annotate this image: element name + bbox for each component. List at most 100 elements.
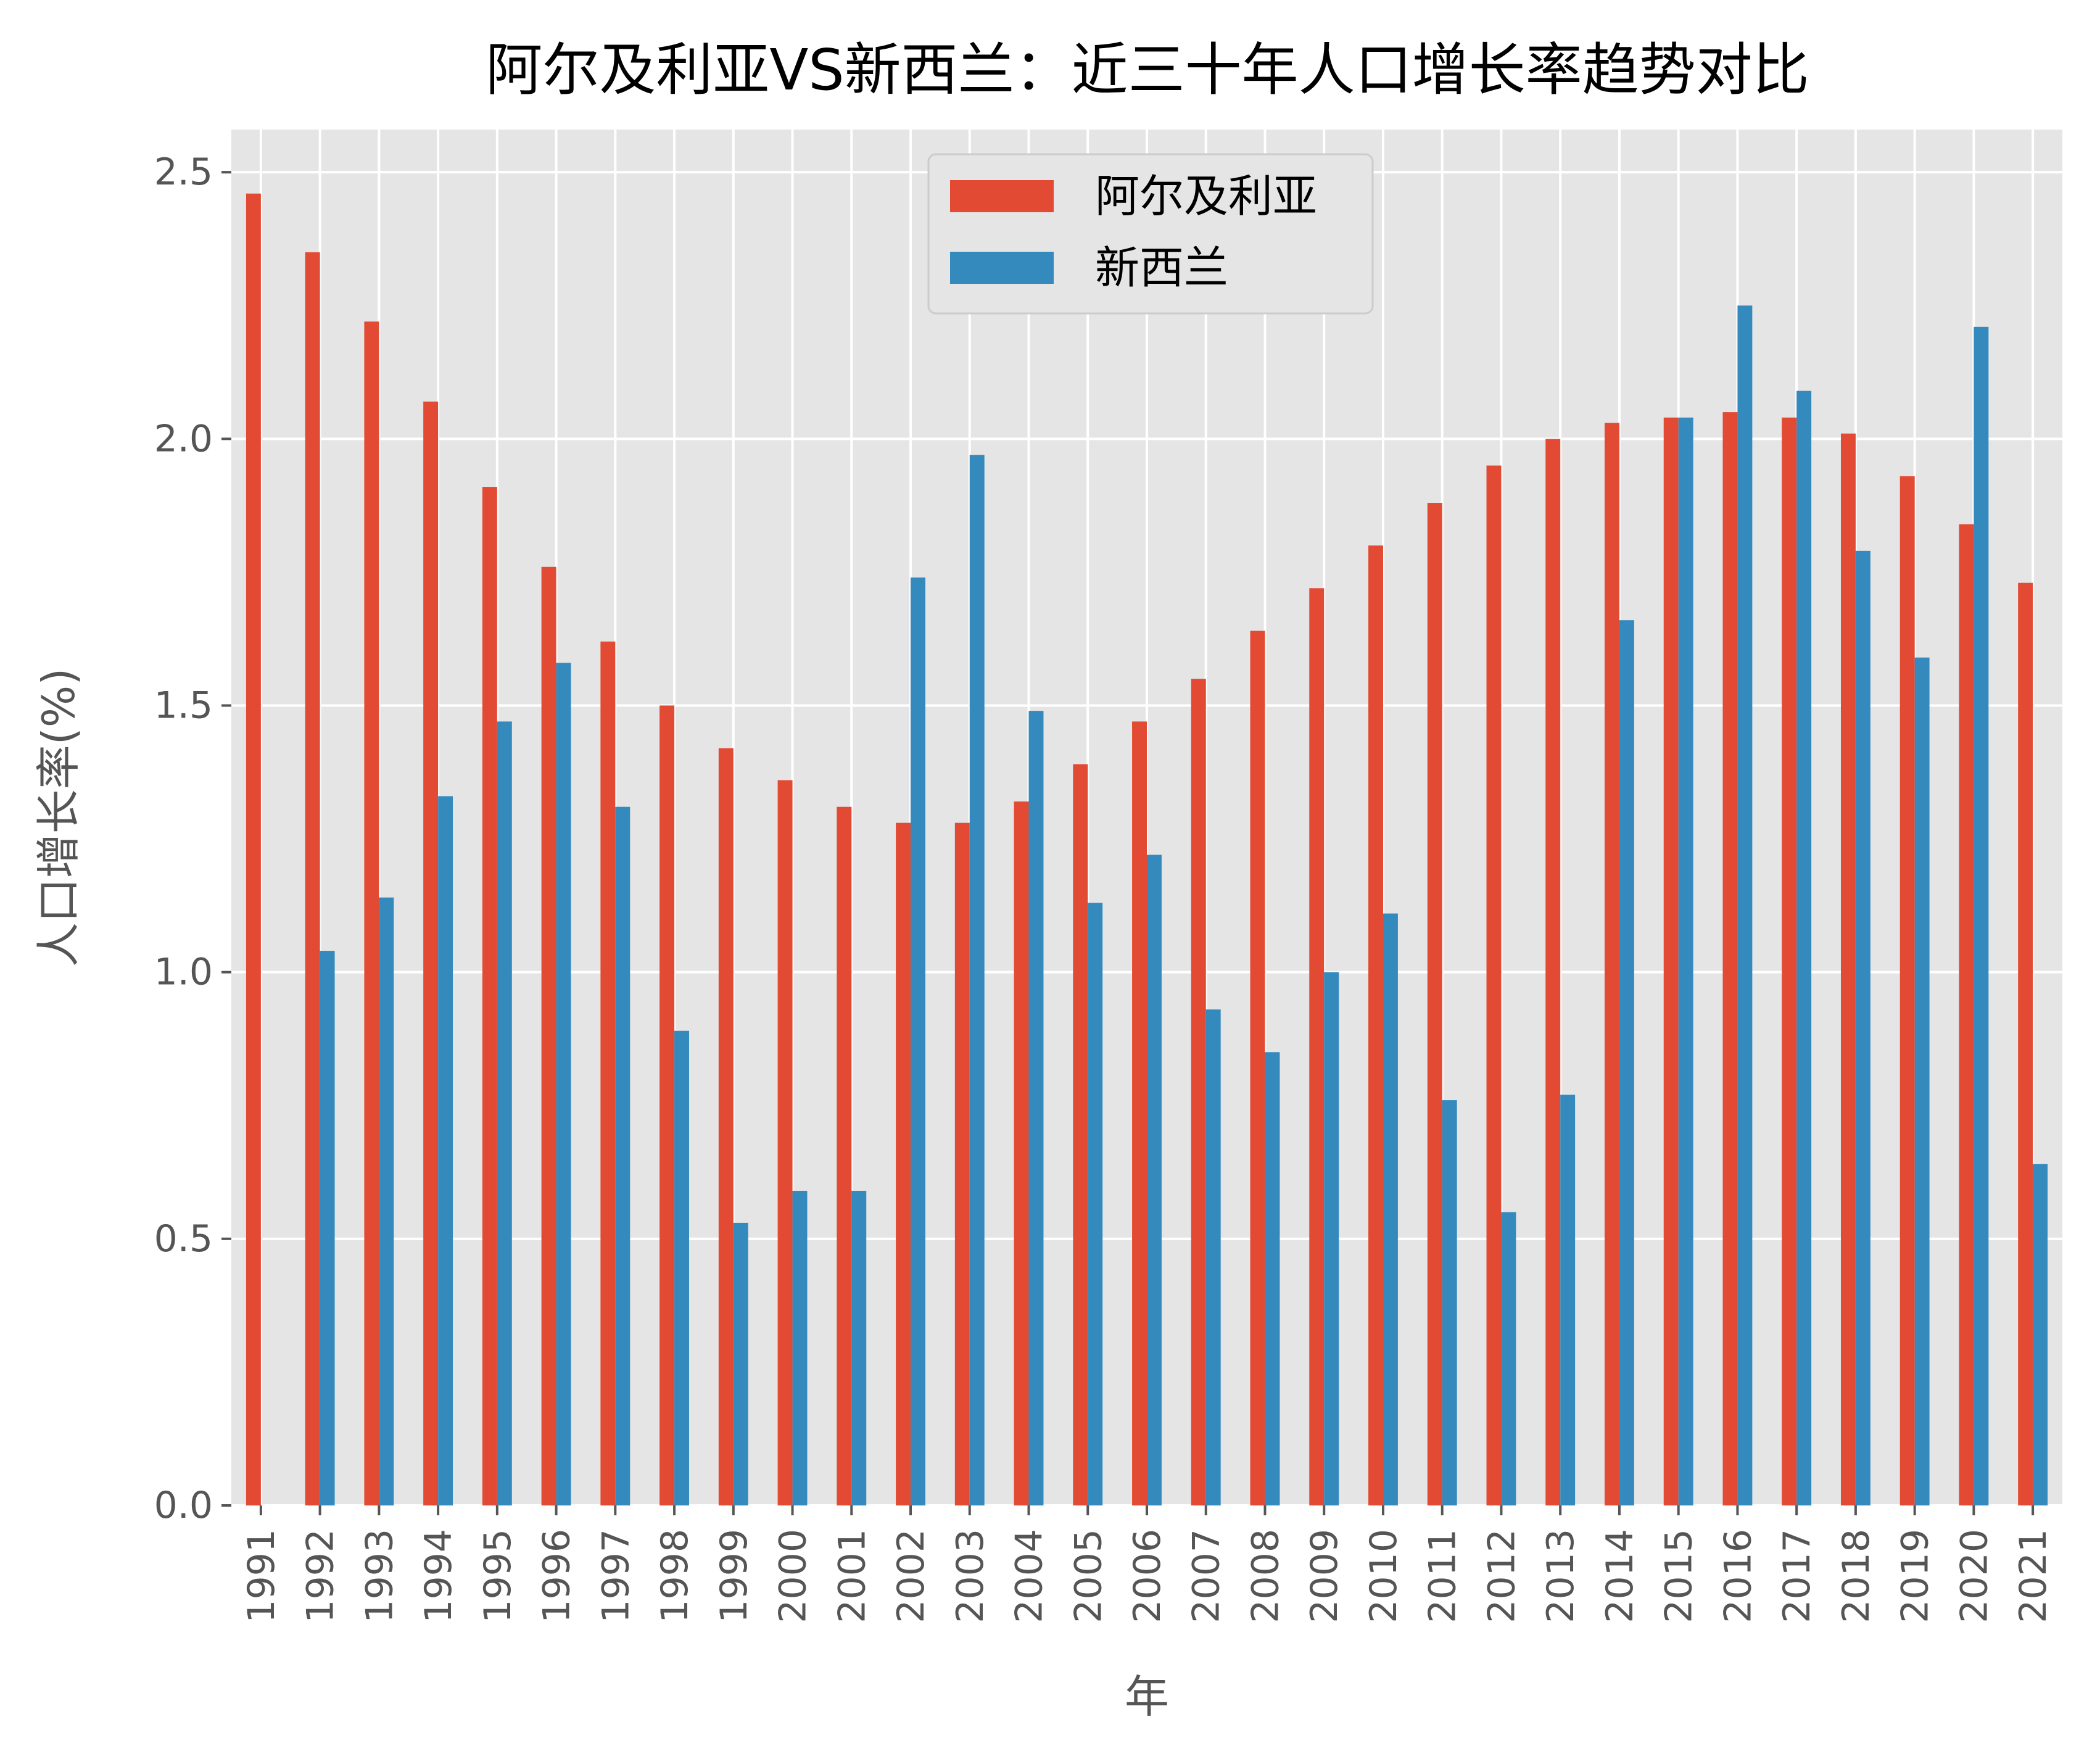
bar-algeria	[1782, 417, 1797, 1506]
bar-new-zealand	[969, 455, 985, 1505]
x-tick-label: 2008	[1244, 1529, 1287, 1623]
legend-label-new-zealand: 新西兰	[1095, 242, 1228, 294]
bar-algeria	[482, 487, 497, 1505]
bar-new-zealand	[792, 1191, 808, 1505]
bar-new-zealand	[1619, 620, 1634, 1505]
bar-algeria	[1486, 465, 1502, 1505]
y-axis-label: 人口增长率(%)	[33, 668, 85, 967]
x-tick-label: 1995	[476, 1529, 519, 1623]
bar-algeria	[718, 748, 734, 1505]
bar-new-zealand	[1028, 711, 1044, 1505]
bar-algeria	[1605, 423, 1619, 1505]
bar-algeria	[2018, 582, 2033, 1505]
x-tick-label: 2015	[1658, 1529, 1701, 1623]
x-tick-label: 2004	[1008, 1529, 1051, 1623]
bar-algeria	[1014, 801, 1029, 1505]
bar-new-zealand	[1147, 855, 1162, 1505]
bar-algeria	[1250, 631, 1265, 1505]
bar-new-zealand	[1442, 1100, 1457, 1505]
bar-new-zealand	[320, 951, 335, 1505]
y-tick-label: 2.0	[154, 417, 213, 460]
bar-new-zealand	[911, 577, 925, 1505]
chart-title: 阿尔及利亚VS新西兰：近三十年人口增长率趋势对比	[486, 37, 1809, 103]
y-tick-label: 1.5	[154, 684, 213, 727]
bar-new-zealand	[379, 897, 394, 1505]
x-tick-label: 1992	[299, 1529, 342, 1623]
bar-new-zealand	[1737, 305, 1753, 1505]
bar-new-zealand	[1796, 391, 1812, 1506]
bar-algeria	[1368, 545, 1383, 1505]
x-tick-label: 2000	[772, 1529, 815, 1623]
x-tick-label: 1997	[594, 1529, 637, 1623]
bar-algeria	[305, 252, 320, 1505]
bar-new-zealand	[1678, 417, 1693, 1506]
x-tick-label: 2019	[1894, 1529, 1937, 1623]
bar-new-zealand	[615, 806, 630, 1505]
legend-swatch-algeria	[950, 180, 1054, 212]
bar-new-zealand	[1501, 1212, 1516, 1505]
y-tick-label: 0.0	[154, 1484, 213, 1527]
bar-new-zealand	[438, 796, 453, 1505]
y-tick-label: 2.5	[154, 151, 213, 194]
bar-new-zealand	[1914, 657, 1930, 1505]
bar-algeria	[837, 806, 852, 1505]
bar-algeria	[1073, 764, 1088, 1505]
bar-algeria	[1663, 417, 1679, 1506]
legend-swatch-new-zealand	[950, 252, 1054, 284]
bar-algeria	[246, 193, 261, 1505]
x-tick-label: 2016	[1716, 1529, 1759, 1623]
bar-new-zealand	[1088, 903, 1103, 1505]
bar-new-zealand	[851, 1191, 867, 1505]
x-tick-label: 2013	[1539, 1529, 1582, 1623]
x-tick-label: 2012	[1480, 1529, 1523, 1623]
bar-algeria	[659, 705, 675, 1505]
x-tick-label: 2005	[1067, 1529, 1110, 1623]
legend: 阿尔及利亚 新西兰	[927, 153, 1374, 315]
x-tick-label: 1991	[240, 1529, 283, 1623]
x-tick-label: 2003	[949, 1529, 992, 1623]
bar-new-zealand	[2033, 1164, 2048, 1505]
x-tick-label: 2021	[2012, 1529, 2055, 1623]
x-tick-label: 1998	[653, 1529, 697, 1623]
y-tick-label: 0.5	[154, 1217, 213, 1260]
bar-algeria	[541, 566, 556, 1505]
bar-new-zealand	[1974, 326, 1989, 1506]
x-tick-label: 2009	[1303, 1529, 1346, 1623]
x-tick-label: 1993	[358, 1529, 401, 1623]
bar-algeria	[954, 822, 970, 1505]
bar-new-zealand	[674, 1030, 689, 1505]
x-tick-label: 2010	[1362, 1529, 1405, 1623]
x-tick-label: 2002	[890, 1529, 933, 1623]
bars	[246, 193, 2048, 1506]
bar-algeria	[1427, 503, 1442, 1505]
bar-algeria	[1840, 433, 1856, 1505]
bar-new-zealand	[556, 663, 571, 1505]
x-tick-label: 2007	[1185, 1529, 1228, 1623]
bar-algeria	[1191, 679, 1206, 1505]
x-tick-label: 2006	[1126, 1529, 1169, 1623]
x-tick-label: 1994	[417, 1529, 460, 1623]
bar-algeria	[896, 822, 911, 1505]
x-tick-label: 2018	[1835, 1529, 1878, 1623]
bar-new-zealand	[1383, 913, 1398, 1505]
bar-algeria	[600, 641, 616, 1505]
bar-algeria	[1545, 439, 1561, 1505]
x-tick-label: 1999	[713, 1529, 756, 1623]
x-tick-label: 2020	[1953, 1529, 1996, 1623]
bar-new-zealand	[1265, 1052, 1280, 1505]
axes: 0.0 0.5 1.0 1.5 2.0 2.5 1991 1992 1993 1994 1995 19…	[154, 151, 2056, 1623]
bar-algeria	[1959, 524, 1974, 1505]
bar-algeria	[1900, 476, 1915, 1505]
x-tick-label: 1996	[535, 1529, 579, 1623]
bar-new-zealand	[733, 1222, 748, 1505]
legend-label-algeria: 阿尔及利亚	[1095, 170, 1317, 222]
bar-algeria	[777, 780, 793, 1505]
y-tick-label: 1.0	[154, 951, 213, 994]
x-tick-label: 2011	[1421, 1529, 1465, 1623]
x-tick-label: 2017	[1775, 1529, 1819, 1623]
bar-algeria	[1132, 721, 1147, 1505]
bar-algeria	[364, 321, 379, 1505]
bar-new-zealand	[1324, 972, 1339, 1505]
